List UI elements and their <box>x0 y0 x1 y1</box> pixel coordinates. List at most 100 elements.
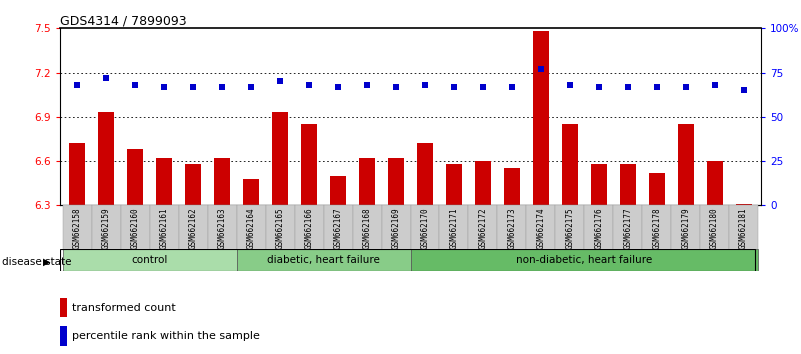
FancyBboxPatch shape <box>671 205 700 250</box>
Text: GSM662161: GSM662161 <box>160 207 169 249</box>
Bar <box>620 164 636 205</box>
FancyBboxPatch shape <box>642 205 671 250</box>
Bar <box>735 204 751 205</box>
Point <box>303 82 316 88</box>
FancyBboxPatch shape <box>266 205 295 250</box>
Text: GDS4314 / 7899093: GDS4314 / 7899093 <box>60 14 187 27</box>
FancyBboxPatch shape <box>324 205 352 250</box>
Bar <box>417 143 433 205</box>
FancyBboxPatch shape <box>207 205 237 250</box>
FancyBboxPatch shape <box>526 205 555 250</box>
Text: GSM662178: GSM662178 <box>652 207 661 249</box>
Point <box>534 66 547 72</box>
FancyBboxPatch shape <box>584 205 614 250</box>
Bar <box>60 326 67 346</box>
Text: GSM662181: GSM662181 <box>739 207 748 249</box>
FancyBboxPatch shape <box>440 205 469 250</box>
Point <box>245 84 258 90</box>
Point <box>100 75 113 81</box>
Bar <box>60 298 67 317</box>
Text: GSM662179: GSM662179 <box>681 207 690 249</box>
Bar <box>301 124 317 205</box>
Text: GSM662162: GSM662162 <box>189 207 198 249</box>
FancyBboxPatch shape <box>700 205 729 250</box>
Text: GSM662164: GSM662164 <box>247 207 256 249</box>
FancyBboxPatch shape <box>295 205 324 250</box>
Text: GSM662169: GSM662169 <box>392 207 400 249</box>
Point <box>129 82 142 88</box>
Point <box>563 82 576 88</box>
Text: GSM662180: GSM662180 <box>710 207 719 249</box>
Bar <box>446 164 462 205</box>
Point <box>477 84 489 90</box>
Text: disease state: disease state <box>2 257 72 267</box>
Bar <box>562 124 578 205</box>
Bar <box>504 169 520 205</box>
Bar <box>156 158 172 205</box>
FancyBboxPatch shape <box>237 205 266 250</box>
Text: GSM662175: GSM662175 <box>566 207 574 249</box>
Text: GSM662171: GSM662171 <box>449 207 458 249</box>
Text: non-diabetic, heart failure: non-diabetic, heart failure <box>516 255 652 265</box>
Point <box>71 82 84 88</box>
Text: GSM662177: GSM662177 <box>623 207 632 249</box>
Bar <box>706 161 723 205</box>
FancyBboxPatch shape <box>410 205 440 250</box>
Text: GSM662166: GSM662166 <box>304 207 314 249</box>
Bar <box>127 149 143 205</box>
Text: GSM662159: GSM662159 <box>102 207 111 249</box>
FancyBboxPatch shape <box>121 205 150 250</box>
Point <box>215 84 228 90</box>
Point <box>187 84 199 90</box>
Point <box>419 82 432 88</box>
Point <box>679 84 692 90</box>
Text: transformed count: transformed count <box>72 303 176 313</box>
Point <box>737 87 750 93</box>
Text: GSM662174: GSM662174 <box>537 207 545 249</box>
FancyBboxPatch shape <box>555 205 584 250</box>
FancyBboxPatch shape <box>381 205 410 250</box>
FancyBboxPatch shape <box>63 205 92 250</box>
FancyBboxPatch shape <box>469 205 497 250</box>
FancyBboxPatch shape <box>63 249 237 271</box>
Bar <box>649 173 665 205</box>
FancyBboxPatch shape <box>92 205 121 250</box>
Point <box>650 84 663 90</box>
Text: control: control <box>131 255 168 265</box>
Text: GSM662165: GSM662165 <box>276 207 284 249</box>
Text: diabetic, heart failure: diabetic, heart failure <box>268 255 380 265</box>
Text: ▶: ▶ <box>43 257 50 267</box>
Point <box>360 82 373 88</box>
Bar <box>388 158 404 205</box>
Text: GSM662173: GSM662173 <box>507 207 517 249</box>
Text: GSM662168: GSM662168 <box>363 207 372 249</box>
Point <box>389 84 402 90</box>
Text: GSM662170: GSM662170 <box>421 207 429 249</box>
Text: GSM662167: GSM662167 <box>333 207 343 249</box>
Bar <box>330 176 346 205</box>
Bar <box>475 161 491 205</box>
FancyBboxPatch shape <box>410 249 758 271</box>
Bar <box>272 112 288 205</box>
Text: GSM662172: GSM662172 <box>478 207 488 249</box>
Point <box>593 84 606 90</box>
FancyBboxPatch shape <box>150 205 179 250</box>
Text: percentile rank within the sample: percentile rank within the sample <box>72 331 260 341</box>
Point <box>332 84 344 90</box>
Bar <box>185 164 201 205</box>
Bar <box>359 158 375 205</box>
Text: GSM662163: GSM662163 <box>218 207 227 249</box>
Point <box>158 84 171 90</box>
Point <box>274 79 287 84</box>
Text: GSM662158: GSM662158 <box>73 207 82 249</box>
Text: GSM662176: GSM662176 <box>594 207 603 249</box>
Bar <box>99 112 115 205</box>
FancyBboxPatch shape <box>237 249 410 271</box>
Bar <box>70 143 86 205</box>
Bar <box>244 179 260 205</box>
FancyBboxPatch shape <box>614 205 642 250</box>
Point <box>448 84 461 90</box>
Point <box>505 84 518 90</box>
Text: GSM662160: GSM662160 <box>131 207 140 249</box>
FancyBboxPatch shape <box>729 205 758 250</box>
